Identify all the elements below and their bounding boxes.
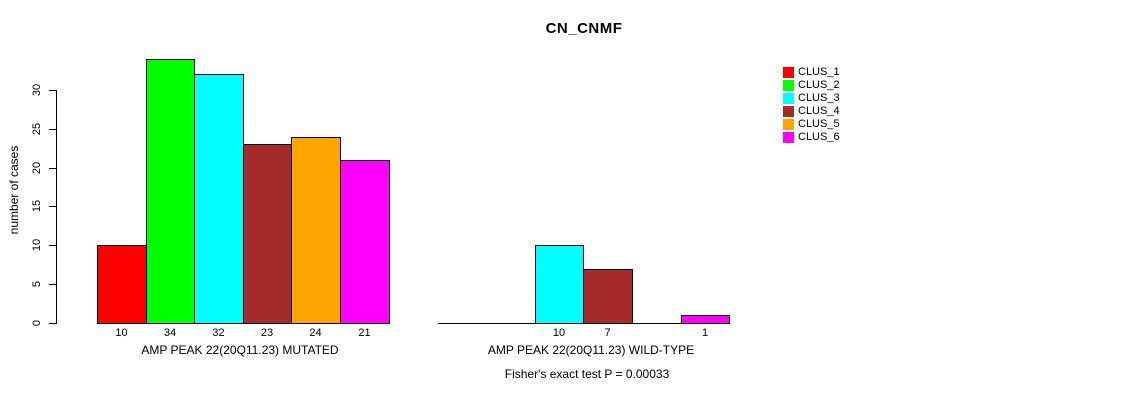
bar-CLUS_1-group1 [97,245,147,324]
y-tick-label: 10 [31,238,43,252]
legend-swatch [783,93,794,104]
y-tick-label: 15 [31,199,43,213]
bar-CLUS_5-group2-zero [632,323,682,324]
legend-swatch [783,119,794,130]
y-tick-mark [49,284,56,285]
bar-value-label: 24 [309,327,322,339]
y-tick-label: 25 [31,122,43,136]
y-tick-label: 30 [31,83,43,97]
bar-value-label: 23 [260,327,274,339]
legend-swatch [783,67,794,78]
bar-value-label: 7 [604,327,611,339]
legend-item-CLUS_5: CLUS_5 [783,118,840,131]
legend-label: CLUS_5 [798,118,840,130]
group-label-1: AMP PEAK 22(20Q11.23) MUTATED [141,343,339,357]
y-axis-line [56,90,57,324]
bar-CLUS_3-group1 [194,74,244,324]
legend-item-CLUS_6: CLUS_6 [783,131,840,144]
legend-swatch [783,80,794,91]
legend-item-CLUS_3: CLUS_3 [783,92,840,105]
bar-value-label: 1 [701,327,709,339]
y-tick-label: 0 [31,319,43,327]
bar-CLUS_2-group2-zero [486,323,536,324]
y-tick-mark [49,90,56,91]
legend-item-CLUS_4: CLUS_4 [783,105,840,118]
legend-item-CLUS_1: CLUS_1 [783,66,840,79]
bar-value-label: 21 [358,327,371,339]
bar-value-label: 32 [212,327,225,339]
y-axis-label: number of cases [7,145,21,235]
bar-CLUS_1-group2-zero [438,323,487,324]
bar-CLUS_6-group2 [681,315,730,324]
bar-CLUS_3-group2 [535,245,584,324]
y-tick-mark [49,323,56,324]
bar-CLUS_2-group1 [146,59,195,324]
legend-swatch [783,106,794,117]
legend-swatch [783,132,794,143]
bar-CLUS_4-group2 [583,269,633,324]
y-tick-mark [49,206,56,207]
y-tick-mark [49,129,56,130]
group-label-2: AMP PEAK 22(20Q11.23) WILD-TYPE [487,343,695,357]
legend-label: CLUS_3 [798,92,840,104]
legend-label: CLUS_4 [798,105,840,117]
y-tick-mark [49,168,56,169]
bar-value-label: 10 [552,327,566,339]
bar-CLUS_6-group1 [340,160,390,324]
legend-label: CLUS_2 [798,79,840,91]
bar-value-label: 34 [163,327,177,339]
fisher-test-note: Fisher's exact test P = 0.00033 [504,367,670,381]
chart-title: CN_CNMF [545,20,623,37]
legend-label: CLUS_1 [798,66,840,78]
legend-label: CLUS_6 [798,131,840,143]
y-tick-mark [49,245,56,246]
legend: CLUS_1 CLUS_2 CLUS_3 CLUS_4 CLUS_5 CLUS_6 [783,66,840,144]
y-tick-label: 20 [31,161,43,175]
bar-value-label: 10 [115,327,128,339]
bar-CLUS_4-group1 [243,144,292,324]
legend-item-CLUS_2: CLUS_2 [783,79,840,92]
y-tick-label: 5 [31,280,43,288]
bar-CLUS_5-group1 [291,137,341,324]
